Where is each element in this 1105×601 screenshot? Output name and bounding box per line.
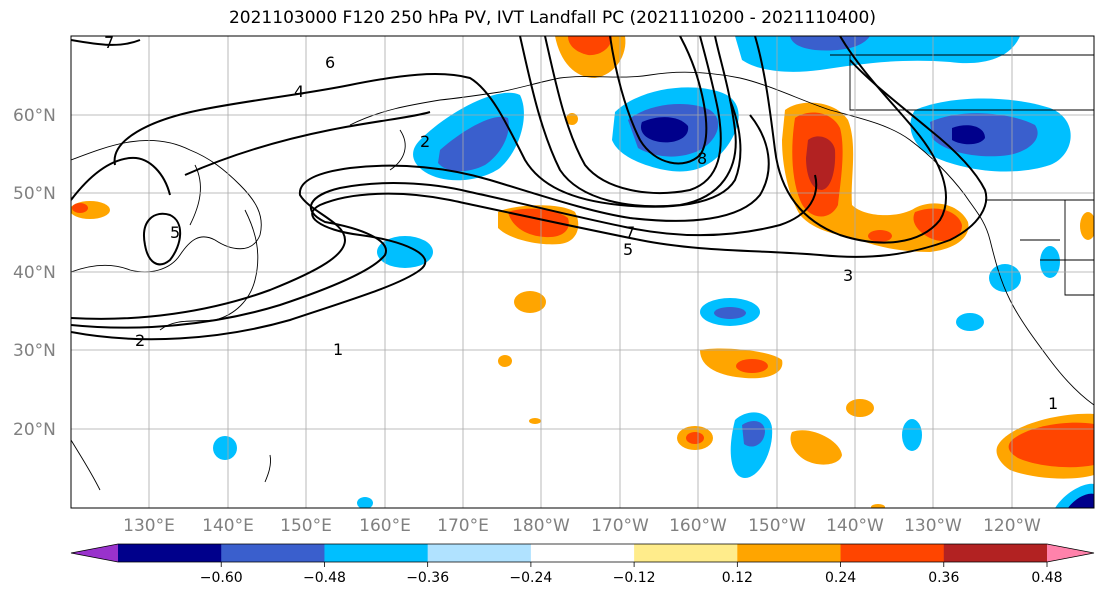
graticule [71, 36, 1094, 508]
negative-anomaly-canada-peak [952, 125, 985, 145]
negative-anomaly-arctic-core [790, 36, 870, 51]
colorbar-tick-label: 0.36 [928, 570, 959, 586]
negative-anomaly-se-corner-core [1068, 493, 1094, 508]
pv-contours [71, 36, 988, 341]
colorbar-segment [221, 544, 325, 562]
colorbar-tick-label: −0.24 [509, 570, 552, 586]
latitude-labels: 60°N 50°N 40°N 30°N 20°N [13, 106, 56, 440]
contour-label: 6 [325, 53, 335, 72]
map-title: 2021103000 F120 250 hPa PV, IVT Landfall… [228, 8, 876, 28]
longitude-labels: 130°E 140°E 150°E 160°E 170°E 180°W 170°… [123, 516, 1041, 536]
colorbar-tick-label: −0.48 [303, 570, 346, 586]
negative-anomaly-small [902, 419, 922, 451]
positive-anomaly-small [846, 399, 874, 417]
contour-label: 4 [294, 82, 304, 101]
contour-label: 2 [135, 331, 145, 350]
positive-anomaly-alaska-ridge-peak [806, 136, 836, 190]
lon-label: 150°E [280, 516, 332, 536]
lat-label: 40°N [13, 263, 56, 283]
lon-label: 130°E [123, 516, 175, 536]
negative-anomaly-small [989, 264, 1021, 292]
lon-label: 130°W [904, 516, 962, 536]
colorbar: −0.60 −0.48 −0.36 −0.24 −0.12 0.12 0.24 0.36 0.4… [70, 543, 1095, 586]
colorbar-tick-label: −0.36 [406, 570, 449, 586]
colorbar-extend-min [71, 544, 118, 562]
negative-anomaly-small [357, 497, 373, 508]
colorbar-tick-label: 0.24 [825, 570, 856, 586]
contour-label: 5 [170, 223, 180, 242]
positive-anomaly-small [686, 432, 704, 444]
positive-anomaly-small [1080, 212, 1094, 240]
contour-label: 5 [623, 240, 633, 259]
lon-label: 140°E [202, 516, 254, 536]
colorbar-tick-label: −0.60 [200, 570, 243, 586]
colorbar-segment [737, 544, 842, 562]
negative-anomaly-small [1040, 246, 1060, 278]
lon-label: 170°E [437, 516, 489, 536]
negative-anomaly-hawaii-core [742, 420, 765, 447]
contour-label: 2 [420, 132, 430, 151]
contour-label: 8 [697, 149, 707, 168]
positive-anomaly-small [566, 113, 578, 125]
positive-anomaly-small [498, 355, 512, 367]
colorbar-segment [324, 544, 429, 562]
colorbar-tick-label: 0.12 [722, 570, 753, 586]
lat-label: 60°N [13, 106, 56, 126]
lon-label: 180°W [512, 516, 570, 536]
lon-label: 170°W [591, 516, 649, 536]
negative-anomaly-kamchatka-core [438, 116, 509, 172]
colorbar-tick-label: 0.48 [1031, 570, 1062, 586]
colorbar-segment [427, 544, 532, 562]
lon-label: 120°W [983, 516, 1041, 536]
colorbar-segment [118, 544, 222, 562]
positive-anomaly-small [72, 203, 88, 213]
pc-shading-layer [71, 36, 1094, 508]
positive-anomaly-small [868, 230, 892, 242]
contour-label: 1 [333, 340, 343, 359]
positive-anomaly-arctic-core [568, 36, 612, 56]
positive-anomaly-small [871, 504, 885, 508]
contour-label: 7 [104, 33, 114, 52]
positive-anomaly-hawaii-east [790, 430, 842, 465]
lat-label: 50°N [13, 184, 56, 204]
lat-label: 20°N [13, 420, 56, 440]
lon-label: 140°W [826, 516, 884, 536]
negative-anomaly-small [956, 313, 984, 331]
colorbar-outline [70, 543, 1095, 563]
positive-anomaly-baja-core [1008, 422, 1094, 468]
lon-label: 150°W [748, 516, 806, 536]
lat-label: 30°N [13, 341, 56, 361]
colorbar-extend-max [1047, 544, 1094, 562]
negative-anomaly-small [377, 236, 433, 268]
negative-anomaly-small [213, 436, 237, 460]
negative-anomaly-gulf-peak [640, 117, 689, 143]
colorbar-tick-label: −0.12 [613, 570, 656, 586]
coastlines [71, 54, 1094, 491]
positive-anomaly-small [736, 359, 768, 373]
contour-label: 1 [1048, 394, 1058, 413]
contour-labels: 7 6 4 2 5 8 7 5 3 2 1 1 [104, 33, 1058, 413]
contour-label: 7 [625, 223, 635, 242]
colorbar-segment [943, 544, 1048, 562]
colorbar-segment [634, 544, 738, 562]
contour-label: 3 [843, 266, 853, 285]
positive-anomaly-small [529, 418, 541, 424]
map-frame [70, 35, 1095, 509]
negative-anomaly-small [714, 307, 746, 319]
lon-label: 160°E [359, 516, 411, 536]
positive-anomaly-small [514, 291, 546, 313]
lon-label: 160°W [669, 516, 727, 536]
colorbar-segment [530, 544, 635, 562]
colorbar-segment [840, 544, 945, 562]
